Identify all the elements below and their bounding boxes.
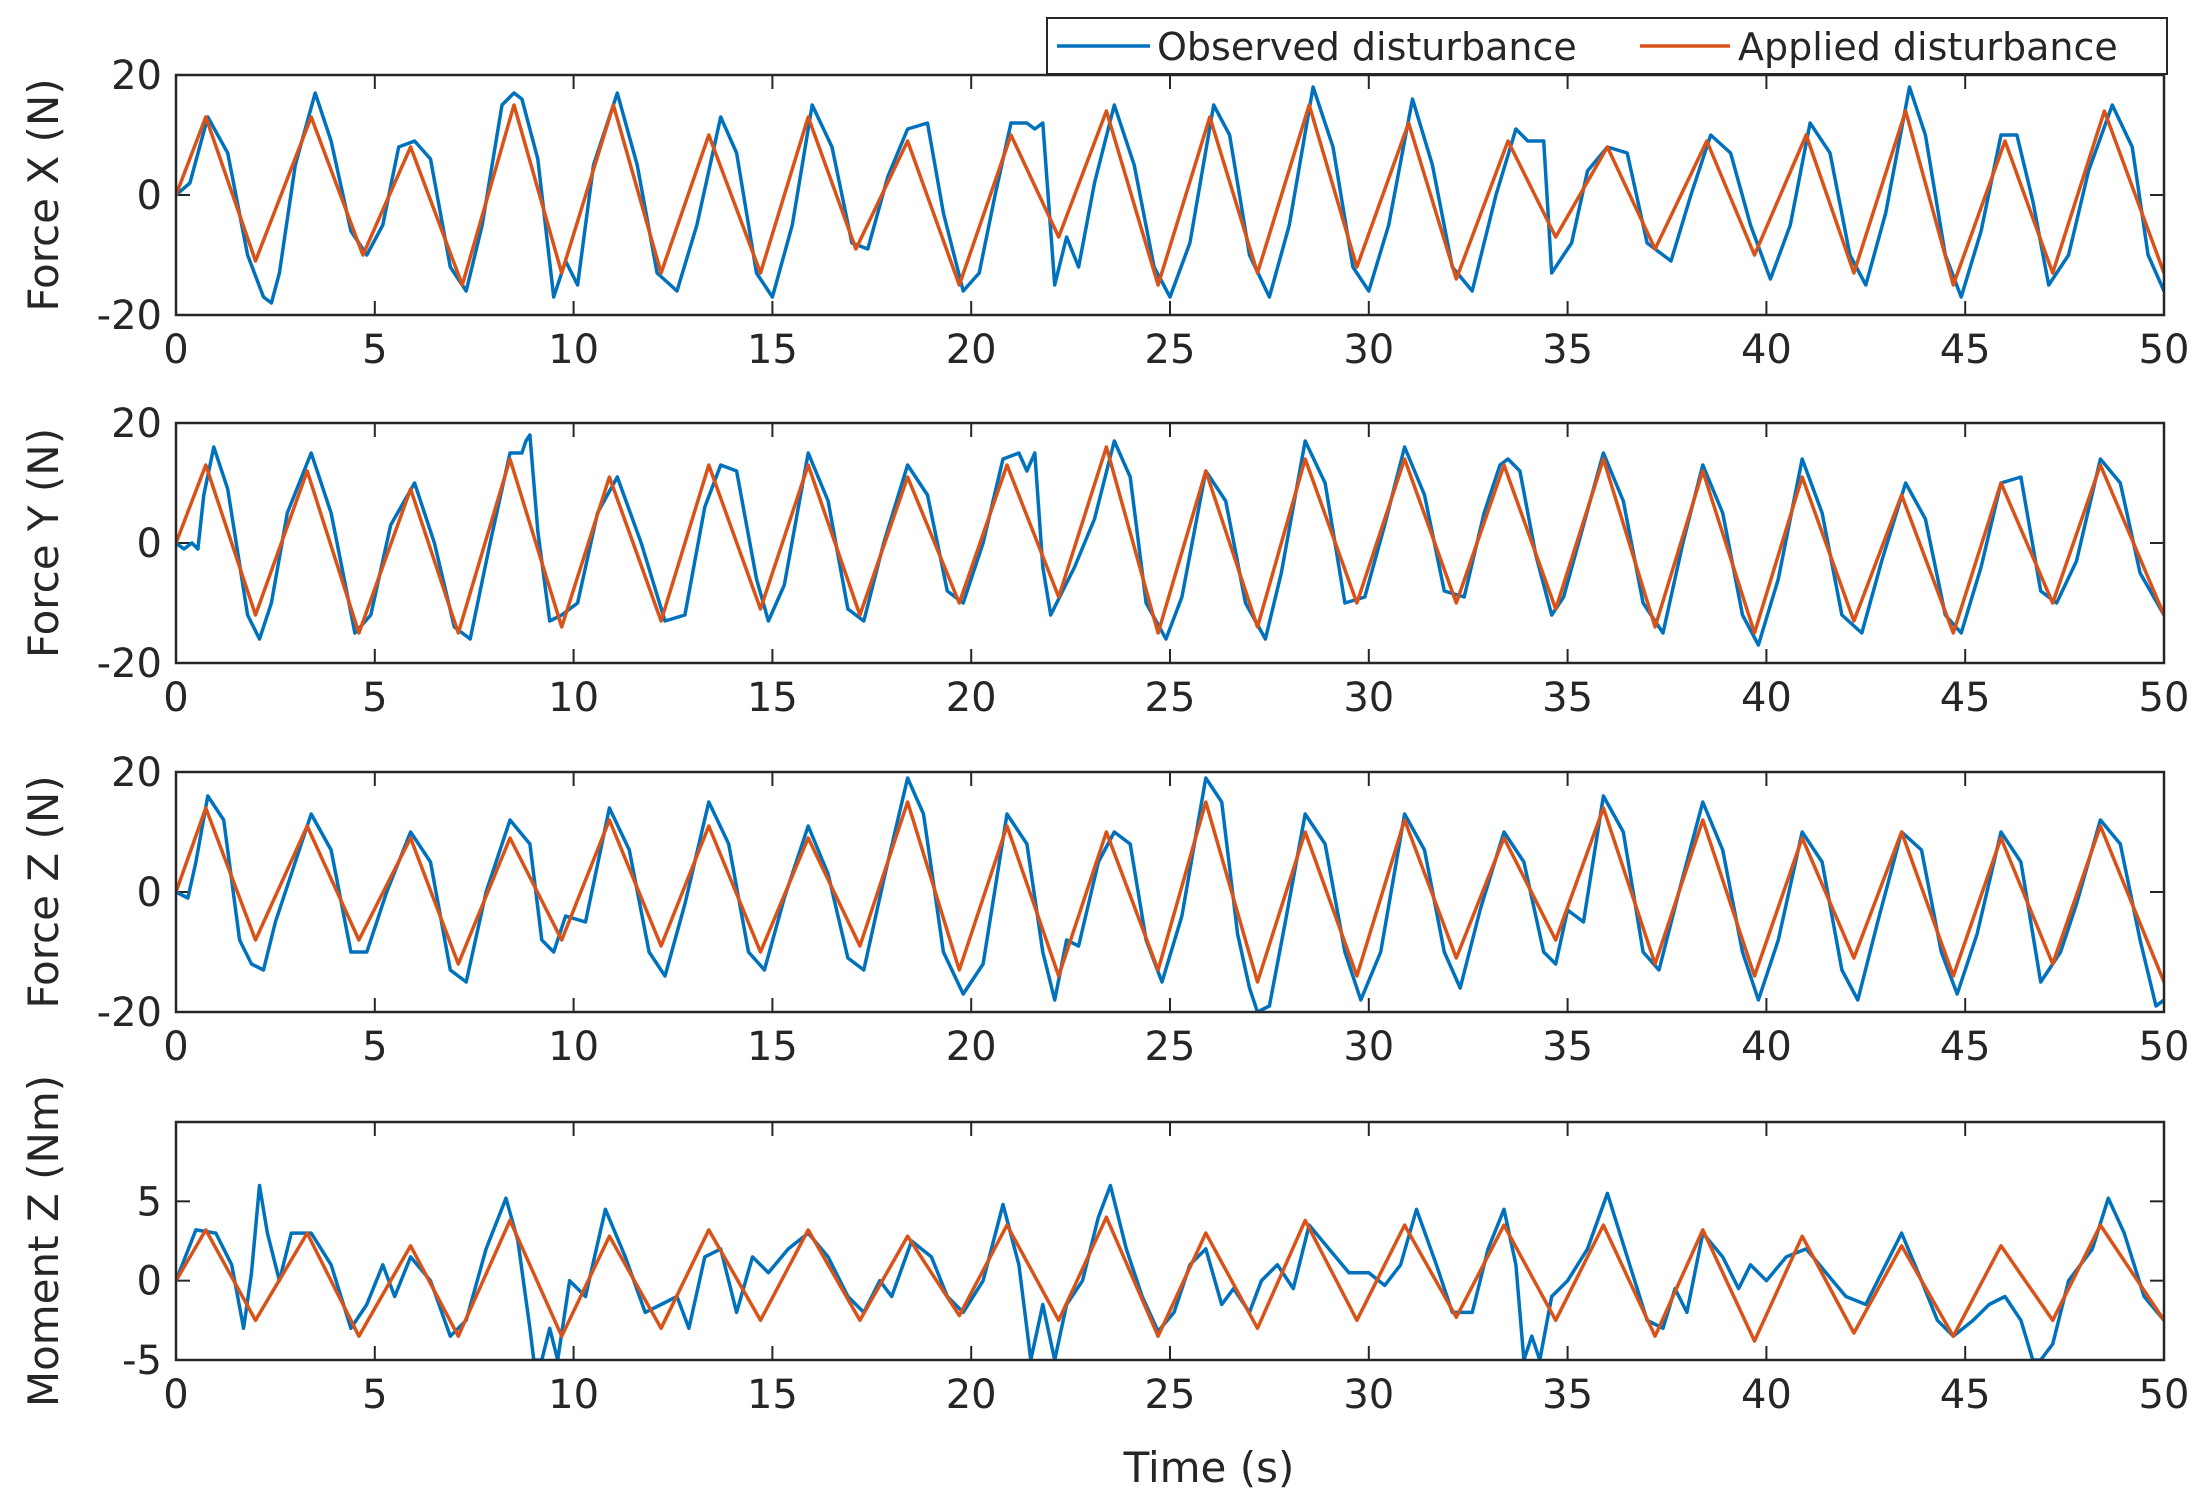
- y-axis-title: Force Z (N): [19, 775, 68, 1008]
- y-tick-label: 20: [111, 401, 162, 447]
- x-tick-label: 15: [747, 1024, 798, 1070]
- y-axis-title: Moment Z (Nm): [19, 1075, 68, 1407]
- x-tick-label: 45: [1940, 1372, 1991, 1418]
- x-tick-label: 30: [1343, 675, 1394, 721]
- legend-label-applied: Applied disturbance: [1738, 25, 2118, 69]
- x-tick-label: 5: [362, 675, 387, 721]
- x-tick-label: 45: [1940, 675, 1991, 721]
- x-tick-label: 35: [1542, 1024, 1593, 1070]
- x-tick-label: 35: [1542, 1372, 1593, 1418]
- y-tick-label: -20: [97, 293, 162, 339]
- x-tick-label: 15: [747, 327, 798, 373]
- x-axis-title: Time (s): [1123, 1443, 1295, 1492]
- applied-disturbance-line: [176, 1215, 2164, 1343]
- axes-box: [174, 421, 2166, 665]
- y-tick-label: -20: [97, 641, 162, 687]
- y-tick-label: 20: [111, 53, 162, 99]
- applied-disturbance-line: [176, 800, 2164, 984]
- x-tick-label: 20: [946, 675, 997, 721]
- x-tick-label: 40: [1741, 1372, 1792, 1418]
- x-tick-label: 50: [2139, 1024, 2190, 1070]
- y-axis-title: Force X (N): [19, 78, 68, 311]
- y-tick-label: 0: [137, 173, 162, 219]
- x-tick-label: 10: [548, 327, 599, 373]
- legend-label-observed: Observed disturbance: [1157, 25, 1577, 69]
- x-tick-label: 25: [1145, 1372, 1196, 1418]
- x-tick-label: 5: [362, 327, 387, 373]
- x-tick-label: 30: [1343, 1024, 1394, 1070]
- x-tick-label: 15: [747, 1372, 798, 1418]
- x-tick-label: 10: [548, 675, 599, 721]
- y-tick-label: -20: [97, 990, 162, 1036]
- x-tick-label: 40: [1741, 1024, 1792, 1070]
- x-tick-label: 45: [1940, 1024, 1991, 1070]
- x-tick-label: 20: [946, 1372, 997, 1418]
- series-group: [176, 1183, 2164, 1360]
- x-tick-label: 45: [1940, 327, 1991, 373]
- observed-disturbance-line: [176, 85, 2164, 305]
- x-tick-label: 10: [548, 1024, 599, 1070]
- y-tick-label: -5: [122, 1338, 162, 1384]
- y-tick-label: 5: [137, 1179, 162, 1225]
- x-tick-label: 25: [1145, 327, 1196, 373]
- x-tick-label: 40: [1741, 327, 1792, 373]
- x-tick-label: 5: [362, 1372, 387, 1418]
- x-tick-label: 40: [1741, 675, 1792, 721]
- legend: Observed disturbance Applied disturbance: [1046, 17, 2168, 75]
- y-tick-label: 0: [137, 870, 162, 916]
- applied-disturbance-line: [176, 445, 2164, 635]
- y-axis-title: Force Y (N): [19, 428, 68, 658]
- x-tick-label: 25: [1145, 1024, 1196, 1070]
- applied-disturbance-line: [176, 103, 2164, 287]
- x-tick-label: 0: [163, 675, 188, 721]
- x-tick-label: 10: [548, 1372, 599, 1418]
- y-tick-label: 0: [137, 1259, 162, 1305]
- x-tick-label: 35: [1542, 675, 1593, 721]
- x-tick-label: 20: [946, 1024, 997, 1070]
- x-tick-label: 0: [163, 327, 188, 373]
- x-tick-label: 5: [362, 1024, 387, 1070]
- x-tick-label: 0: [163, 1024, 188, 1070]
- x-tick-label: 50: [2139, 1372, 2190, 1418]
- y-tick-label: 20: [111, 750, 162, 796]
- x-tick-label: 50: [2139, 675, 2190, 721]
- series-group: [176, 85, 2164, 305]
- x-tick-label: 15: [747, 675, 798, 721]
- y-tick-label: 0: [137, 521, 162, 567]
- series-group: [176, 776, 2164, 1012]
- x-tick-label: 20: [946, 327, 997, 373]
- legend-box: [1046, 17, 2168, 75]
- observed-disturbance-line: [176, 433, 2164, 647]
- x-tick-label: 35: [1542, 327, 1593, 373]
- series-group: [176, 433, 2164, 647]
- axes-box: [174, 770, 2166, 1014]
- x-tick-label: 50: [2139, 327, 2190, 373]
- x-tick-label: 0: [163, 1372, 188, 1418]
- x-tick-label: 30: [1343, 1372, 1394, 1418]
- x-tick-label: 25: [1145, 675, 1196, 721]
- x-tick-label: 30: [1343, 327, 1394, 373]
- axes-box: [174, 1120, 2166, 1362]
